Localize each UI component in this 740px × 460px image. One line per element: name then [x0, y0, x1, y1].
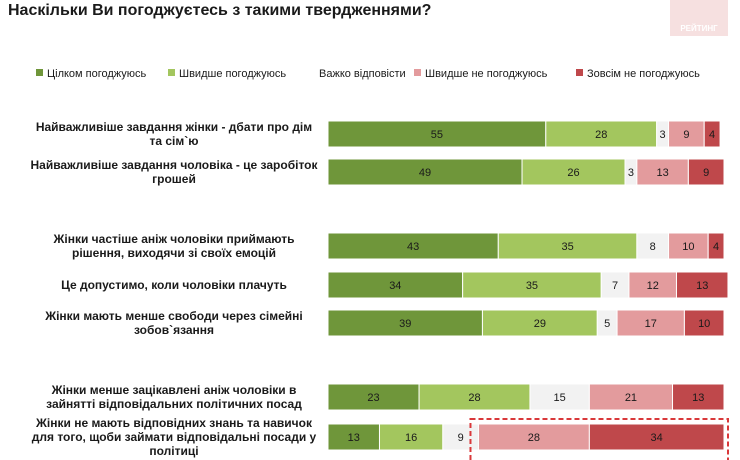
legend-label-4: Зовсім не погоджуюсь — [587, 68, 700, 80]
bar-row6-series1 — [378, 423, 444, 451]
category-label-1: Найважливіше завдання чоловіка - це заро… — [30, 158, 318, 186]
data-label-row1-series2: 3 — [628, 167, 634, 179]
bar-row6-series3 — [477, 423, 590, 451]
bar-row3-series1 — [462, 271, 602, 299]
legend-swatch-2 — [308, 69, 315, 76]
rating-logo: РЕЙТИНГ — [670, 0, 728, 36]
bar-row2-series0 — [327, 232, 499, 260]
data-label-row1-series4: 9 — [703, 167, 709, 179]
legend-label-2: Важко відповісти — [319, 68, 406, 80]
data-label-row4-series1: 29 — [534, 318, 546, 330]
legend-swatch-4 — [576, 69, 583, 76]
legend-swatch-0 — [36, 69, 43, 76]
data-label-row2-series2: 8 — [650, 241, 656, 253]
highlight-dashed-box — [469, 418, 729, 460]
data-label-row6-series0: 13 — [348, 432, 360, 444]
data-label-row4-series2: 5 — [604, 318, 610, 330]
bar-row1-series1 — [521, 158, 626, 186]
data-label-row1-series0: 49 — [419, 167, 431, 179]
bar-row6-series4 — [588, 423, 725, 451]
bar-row4-series4 — [683, 309, 725, 337]
bar-row2-series4 — [707, 232, 725, 260]
bar-row4-series3 — [616, 309, 685, 337]
data-label-row1-series3: 13 — [656, 167, 668, 179]
data-label-row2-series4: 4 — [713, 241, 719, 253]
data-label-row3-series1: 35 — [526, 280, 538, 292]
bar-row3-series2 — [600, 271, 630, 299]
category-label-4: Жінки мають менше свободи через сімейні … — [45, 309, 303, 337]
legend-label-0: Цілком погоджуюсь — [47, 68, 147, 80]
bar-row3-series4 — [675, 271, 729, 299]
data-label-row0-series4: 4 — [709, 129, 715, 141]
data-label-row2-series3: 10 — [682, 241, 694, 253]
bar-row5-series2 — [529, 383, 590, 411]
bar-row1-series4 — [687, 158, 725, 186]
data-label-row6-series2: 9 — [458, 432, 464, 444]
data-label-row6-series3: 28 — [528, 432, 540, 444]
data-label-row4-series4: 10 — [698, 318, 710, 330]
data-label-row0-series2: 3 — [660, 129, 666, 141]
data-label-row5-series3: 21 — [625, 392, 637, 404]
legend-swatch-3 — [414, 69, 421, 76]
bar-row0-series4 — [703, 120, 721, 148]
bar-row3-series3 — [628, 271, 677, 299]
bar-row2-series3 — [668, 232, 709, 260]
data-label-row6-series4: 34 — [651, 432, 663, 444]
category-label-2: Жінки частіше аніж чоловіки приймають рі… — [53, 232, 295, 260]
bar-row4-series1 — [481, 309, 598, 337]
data-label-row3-series0: 34 — [389, 280, 401, 292]
data-label-row5-series1: 28 — [468, 392, 480, 404]
category-label-0: Найважливіше завдання жінки - дбати про … — [35, 120, 313, 148]
data-label-row6-series1: 16 — [405, 432, 417, 444]
data-label-row3-series3: 12 — [647, 280, 659, 292]
data-label-row2-series0: 43 — [407, 241, 419, 253]
data-label-row5-series0: 23 — [367, 392, 379, 404]
data-label-row3-series4: 13 — [696, 280, 708, 292]
bar-row0-series1 — [545, 120, 658, 148]
bar-row5-series4 — [672, 383, 725, 411]
data-label-row4-series0: 39 — [399, 318, 411, 330]
category-label-5: Жінки менше зацікавлені аніж чоловіки в … — [46, 383, 302, 411]
bar-row5-series1 — [418, 383, 531, 411]
bar-row1-series3 — [636, 158, 689, 186]
legend-swatch-1 — [168, 69, 175, 76]
data-label-row1-series1: 26 — [567, 167, 579, 179]
category-label-3: Це допустимо, коли чоловіки плачуть — [61, 278, 287, 292]
data-label-row4-series3: 17 — [645, 318, 657, 330]
bar-row5-series3 — [588, 383, 674, 411]
category-label-6: Жінки не мають відповідних знань та нави… — [31, 416, 317, 458]
bar-row2-series1 — [497, 232, 638, 260]
legend-label-3: Швидше не погоджуюсь — [425, 68, 548, 80]
bar-row4-series0 — [327, 309, 483, 337]
data-label-row0-series1: 28 — [595, 129, 607, 141]
data-label-row0-series0: 55 — [431, 129, 443, 141]
bar-row5-series0 — [327, 383, 420, 411]
bar-row6-series2 — [442, 423, 479, 451]
data-label-row5-series2: 15 — [554, 392, 566, 404]
chart-title: Наскільки Ви погоджуєтесь з такими тверд… — [8, 2, 432, 19]
data-label-row3-series2: 7 — [612, 280, 618, 292]
data-label-row0-series3: 9 — [683, 129, 689, 141]
legend-label-1: Швидше погоджуюсь — [179, 68, 286, 80]
bar-row0-series0 — [327, 120, 547, 148]
data-label-row5-series4: 13 — [692, 392, 704, 404]
data-label-row2-series1: 35 — [561, 241, 573, 253]
